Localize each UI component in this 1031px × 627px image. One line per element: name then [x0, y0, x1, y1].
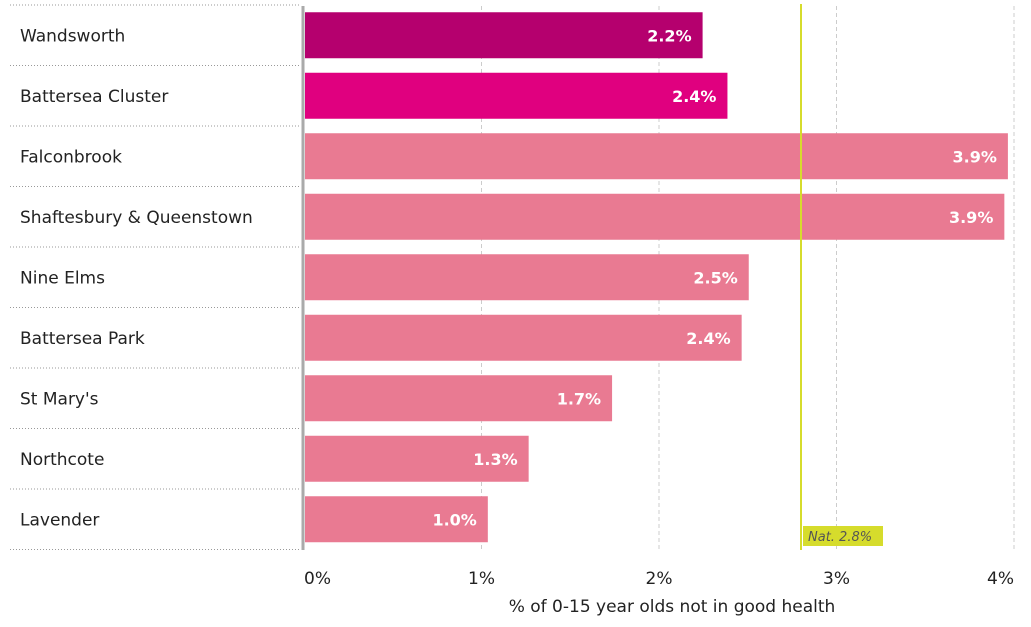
- value-label: 3.9%: [949, 208, 993, 227]
- category-label: Lavender: [20, 510, 99, 530]
- value-label: 1.3%: [473, 450, 517, 469]
- category-label: Battersea Park: [20, 329, 145, 349]
- value-label: 1.7%: [557, 389, 601, 408]
- value-labels: 2.2% 2.4% 3.9% 3.9% 2.5% 2.4% 1.7% 1.3% 1.0%: [432, 26, 996, 529]
- x-tick-label: 4%: [987, 569, 1014, 589]
- category-labels: Wandsworth Battersea Cluster Falconbrook Sh…: [20, 26, 253, 530]
- row-separators: [10, 4, 300, 550]
- x-tick-label: 0%: [304, 569, 331, 589]
- value-label: 2.4%: [686, 329, 730, 348]
- value-label: 1.0%: [432, 510, 476, 529]
- value-label: 2.2%: [647, 26, 691, 45]
- category-label: Shaftesbury & Queenstown: [20, 208, 253, 228]
- bar: [305, 12, 703, 59]
- category-label: Wandsworth: [20, 26, 125, 46]
- reference-label: Nat. 2.8%: [808, 530, 872, 545]
- category-label: Falconbrook: [20, 147, 122, 167]
- bar: [305, 254, 749, 301]
- x-tick-label: 1%: [468, 569, 495, 589]
- reference-line-group: Nat. 2.8%: [800, 4, 883, 550]
- value-label: 3.9%: [953, 147, 997, 166]
- x-tick-label: 2%: [646, 569, 673, 589]
- value-label: 2.4%: [672, 87, 716, 106]
- bar: [305, 314, 742, 361]
- bar: [305, 72, 728, 119]
- x-tick-label: 3%: [823, 569, 850, 589]
- bar: [305, 193, 1005, 240]
- bar: [305, 435, 529, 482]
- category-label: Battersea Cluster: [20, 87, 168, 107]
- x-tick-labels: 0% 1% 2% 3% 4%: [304, 569, 1014, 589]
- category-label: Northcote: [20, 450, 104, 470]
- reference-label-bg: [803, 526, 883, 546]
- bar: [305, 496, 488, 543]
- category-label: Nine Elms: [20, 268, 105, 288]
- x-axis-title: % of 0-15 year olds not in good health: [509, 597, 836, 617]
- bar: [305, 133, 1008, 180]
- value-label: 2.5%: [693, 268, 737, 287]
- category-label: St Mary's: [20, 389, 99, 409]
- bar: [305, 375, 613, 422]
- bars: [305, 12, 1008, 543]
